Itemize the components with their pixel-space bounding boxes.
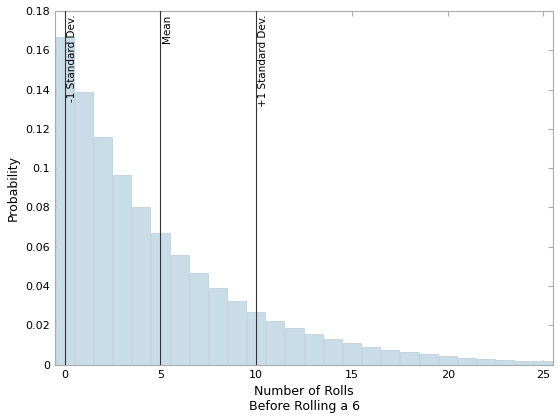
Bar — [515, 360, 534, 365]
Bar — [419, 354, 438, 365]
Bar — [305, 334, 323, 365]
Bar — [400, 352, 418, 365]
Text: Mean: Mean — [162, 14, 172, 43]
Bar — [477, 359, 495, 365]
Bar — [324, 339, 342, 365]
X-axis label: Number of Rolls
Before Rolling a 6: Number of Rolls Before Rolling a 6 — [249, 385, 360, 413]
Bar — [343, 344, 361, 365]
Bar — [534, 361, 553, 365]
Bar — [247, 312, 265, 365]
Bar — [55, 37, 74, 365]
Text: -1 Standard Dev.: -1 Standard Dev. — [67, 14, 77, 102]
Bar — [151, 233, 170, 365]
Bar — [362, 347, 380, 365]
Text: +1 Standard Dev.: +1 Standard Dev. — [258, 14, 268, 107]
Bar — [458, 357, 476, 365]
Bar — [438, 356, 457, 365]
Bar — [381, 350, 399, 365]
Bar — [496, 360, 514, 365]
Bar — [113, 175, 131, 365]
Bar — [132, 207, 151, 365]
Y-axis label: Probability: Probability — [7, 155, 20, 221]
Bar — [266, 320, 284, 365]
Bar — [94, 137, 112, 365]
Bar — [190, 273, 208, 365]
Bar — [170, 255, 189, 365]
Bar — [228, 301, 246, 365]
Bar — [74, 92, 93, 365]
Bar — [286, 328, 304, 365]
Bar — [209, 289, 227, 365]
